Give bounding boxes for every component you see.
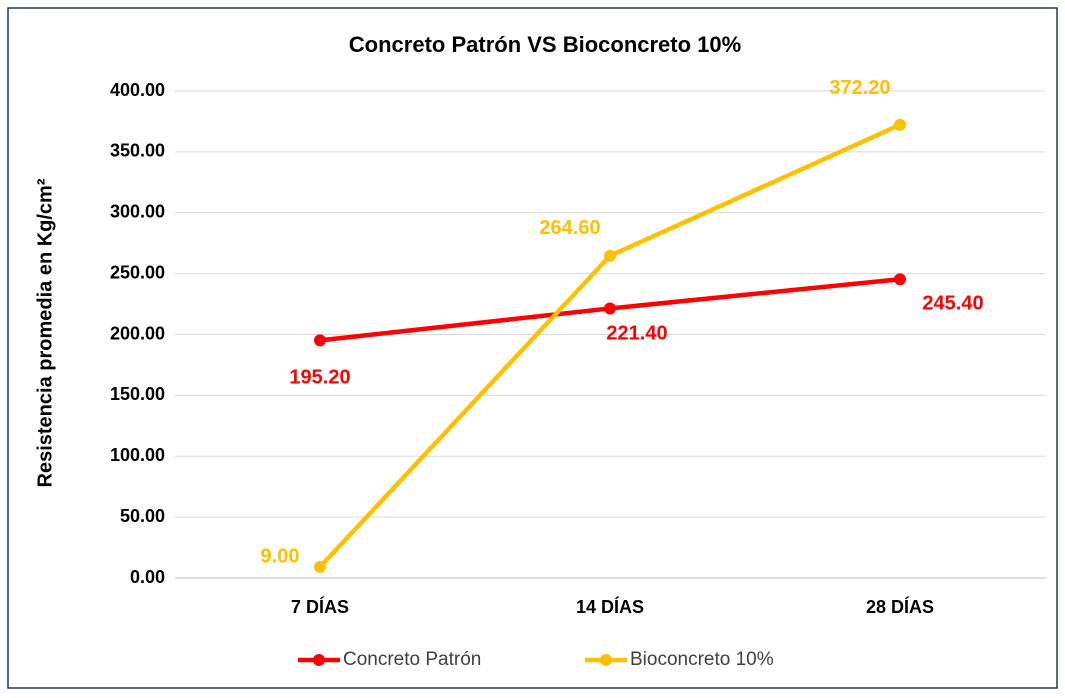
data-label: 245.40 bbox=[922, 293, 983, 315]
x-tick-label: 14 DÍAS bbox=[576, 596, 644, 617]
data-label: 9.00 bbox=[261, 545, 300, 567]
y-tick-label: 400.00 bbox=[110, 80, 165, 100]
data-point bbox=[894, 118, 906, 131]
data-point bbox=[314, 334, 326, 347]
data-point bbox=[604, 302, 616, 315]
legend-marker bbox=[600, 654, 612, 666]
data-point bbox=[604, 249, 616, 262]
chart-border bbox=[7, 7, 1058, 689]
legend-marker bbox=[313, 654, 325, 666]
y-axis-label: Resistencia promedia en Kg/cm² bbox=[34, 178, 56, 487]
y-tick-label: 100.00 bbox=[110, 445, 165, 465]
x-tick-label: 28 DÍAS bbox=[866, 596, 934, 617]
data-label: 195.20 bbox=[289, 367, 350, 389]
legend-label: Concreto Patrón bbox=[343, 649, 481, 670]
y-tick-label: 50.00 bbox=[120, 506, 165, 526]
legend-label: Bioconcreto 10% bbox=[630, 649, 774, 670]
data-label: 221.40 bbox=[606, 323, 667, 345]
y-tick-label: 250.00 bbox=[110, 262, 165, 282]
x-tick-label: 7 DÍAS bbox=[291, 596, 349, 617]
y-tick-label: 0.00 bbox=[130, 567, 165, 587]
y-tick-label: 350.00 bbox=[110, 141, 165, 161]
y-tick-label: 200.00 bbox=[110, 323, 165, 343]
y-tick-label: 300.00 bbox=[110, 202, 165, 222]
chart-title: Concreto Patrón VS Bioconcreto 10% bbox=[349, 32, 741, 57]
data-label: 264.60 bbox=[539, 217, 600, 239]
data-point bbox=[314, 561, 326, 574]
y-tick-label: 150.00 bbox=[110, 384, 165, 404]
data-label: 372.20 bbox=[829, 77, 890, 99]
data-point bbox=[894, 273, 906, 286]
